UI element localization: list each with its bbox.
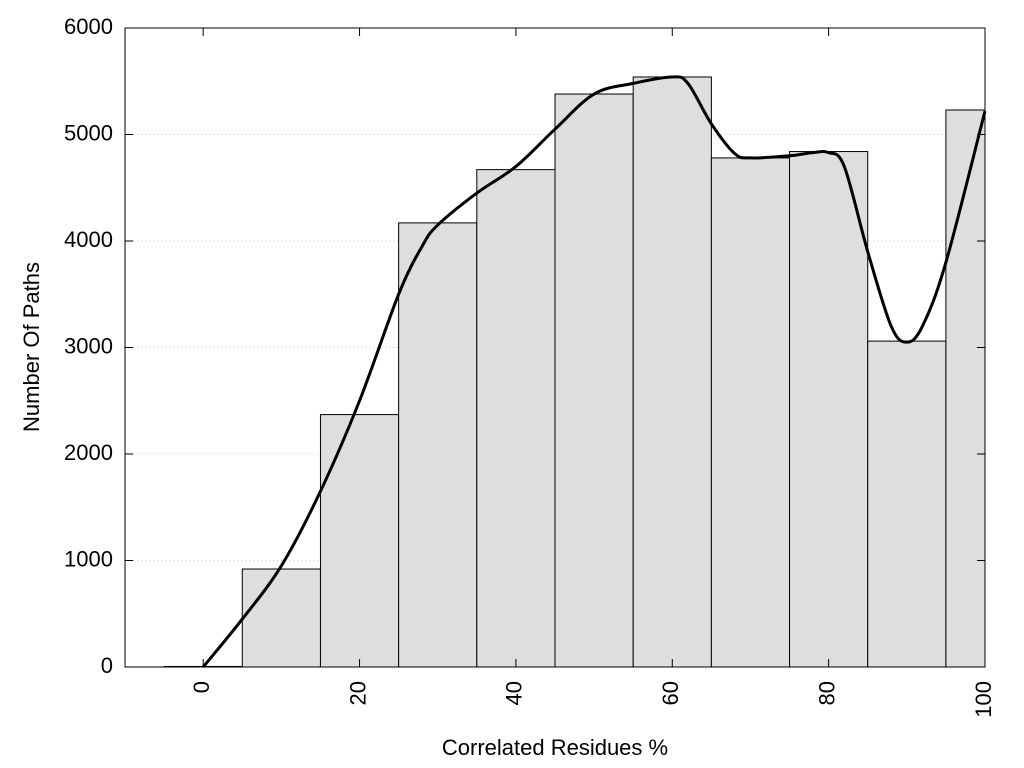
x-tick-label: 20	[345, 681, 370, 705]
histogram-bar	[945, 109, 986, 668]
y-tick-label: 1000	[64, 546, 113, 571]
histogram-bar	[867, 340, 947, 668]
y-tick-label: 4000	[64, 227, 113, 252]
y-axis-label: Number Of Paths	[19, 262, 44, 432]
trend-curve	[202, 75, 987, 668]
histogram-bar	[241, 568, 321, 668]
x-tick-label: 80	[814, 681, 839, 705]
axis-ticks: 0 1000 2000 3000 4000 5000 6000 0 20 40 60 80 100	[64, 14, 996, 718]
histogram-bar	[632, 76, 712, 668]
x-tick-label: 100	[971, 681, 996, 718]
x-axis-label: Correlated Residues %	[442, 735, 668, 760]
y-tick-label: 2000	[64, 440, 113, 465]
histogram-bar	[398, 222, 478, 668]
histogram-bar	[476, 169, 556, 668]
y-tick-label: 0	[101, 653, 113, 678]
bars	[163, 76, 986, 668]
smooth-curve	[202, 75, 987, 668]
x-tick-label: 60	[658, 681, 683, 705]
histogram-bar	[554, 93, 634, 668]
y-tick-label: 5000	[64, 120, 113, 145]
histogram-bar	[789, 151, 869, 668]
y-tick-label: 3000	[64, 333, 113, 358]
x-tick-label: 0	[189, 681, 214, 693]
histogram-bar	[710, 157, 791, 668]
histogram-bar	[319, 414, 400, 668]
x-tick-label: 40	[502, 681, 527, 705]
y-tick-label: 6000	[64, 14, 113, 39]
